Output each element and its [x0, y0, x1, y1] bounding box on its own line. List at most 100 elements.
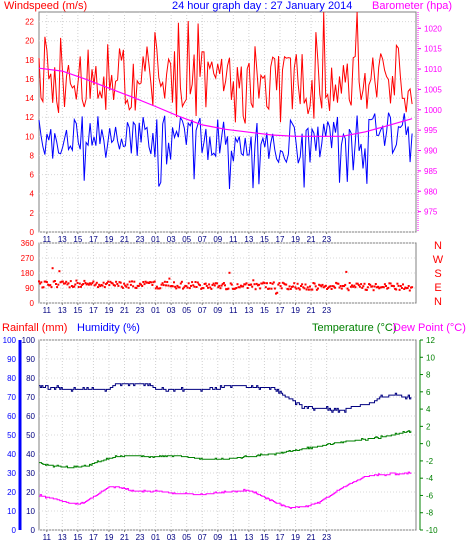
direction-point — [374, 283, 377, 285]
direction-point — [121, 286, 124, 289]
compass-label: E — [434, 282, 441, 294]
direction-point — [80, 285, 82, 288]
direction-point — [298, 288, 301, 291]
wind-time-axis: 11 13 15 17 19 21 23 01 03 05 07 09 11 13 15 17 19 21 23 — [43, 232, 332, 244]
direction-point — [310, 288, 313, 291]
direction-point — [297, 287, 300, 290]
direction-point — [227, 287, 230, 290]
direction-point — [94, 283, 97, 286]
direction-point — [196, 281, 199, 284]
barometer-tick-label: 990 — [424, 147, 438, 156]
direction-point — [38, 280, 40, 283]
x-tick-label: 17 — [89, 306, 98, 315]
direction-tick-label: 270 — [21, 254, 35, 263]
direction-point — [365, 289, 368, 291]
compass-label: N — [434, 296, 442, 308]
direction-point — [332, 285, 335, 288]
direction-point — [199, 284, 201, 287]
wind-tick-label: 22 — [25, 18, 34, 27]
direction-point — [315, 288, 318, 291]
direction-point — [74, 283, 77, 286]
direction-point — [137, 285, 140, 287]
direction-point — [138, 282, 141, 285]
direction-point — [157, 287, 160, 290]
direction-point — [324, 284, 327, 287]
x-tick-label: 13 — [58, 533, 67, 542]
direction-point — [253, 283, 256, 286]
direction-point — [144, 280, 147, 283]
direction-point — [201, 287, 204, 290]
direction-point — [322, 286, 325, 289]
direction-point — [103, 286, 106, 289]
x-tick-label: 23 — [322, 533, 331, 542]
direction-point — [214, 282, 217, 285]
x-tick-label: 01 — [151, 306, 160, 315]
direction-point — [366, 286, 369, 289]
direction-point — [349, 285, 352, 288]
direction-point — [383, 283, 386, 286]
direction-point — [261, 282, 264, 285]
x-tick-label: 21 — [120, 235, 129, 244]
direction-point — [101, 284, 104, 287]
direction-point — [341, 285, 344, 287]
x-tick-label: 19 — [105, 235, 114, 244]
direction-point — [77, 286, 80, 288]
direction-point — [86, 282, 89, 285]
x-tick-label: 17 — [276, 306, 285, 315]
direction-point — [319, 284, 322, 287]
direction-point — [301, 283, 304, 286]
x-tick-label: 23 — [136, 235, 145, 244]
wind-tick-label: 16 — [25, 75, 34, 84]
direction-point — [154, 287, 157, 290]
x-tick-label: 21 — [307, 235, 316, 244]
direction-point — [345, 270, 348, 273]
x-tick-label: 17 — [276, 533, 285, 542]
wind-tick-label: 6 — [30, 171, 35, 180]
direction-point — [329, 285, 332, 288]
direction-point — [91, 282, 94, 285]
direction-point — [290, 285, 293, 288]
x-tick-label: 13 — [244, 235, 253, 244]
direction-point — [118, 281, 121, 284]
direction-point — [238, 286, 241, 289]
direction-point — [174, 285, 177, 288]
direction-point — [67, 282, 70, 285]
direction-point — [363, 282, 366, 285]
direction-point — [141, 285, 144, 287]
wind-tick-label: 10 — [25, 132, 34, 141]
direction-panel-frame — [38, 242, 417, 304]
direction-point — [155, 285, 158, 288]
x-tick-label: 23 — [322, 235, 331, 244]
direction-point — [235, 287, 238, 289]
direction-point — [222, 282, 225, 284]
direction-point — [259, 287, 262, 290]
direction-point — [352, 285, 355, 288]
direction-point — [335, 281, 338, 284]
direction-point — [362, 285, 365, 288]
direction-point — [169, 285, 172, 288]
direction-point — [302, 286, 305, 289]
temperature-tick-label: 10 — [426, 353, 435, 362]
direction-point — [110, 281, 113, 284]
x-tick-label: 23 — [136, 306, 145, 315]
direction-point — [402, 283, 404, 286]
direction-point — [75, 279, 78, 282]
direction-point — [389, 282, 392, 285]
direction-point — [399, 285, 402, 287]
x-tick-label: 07 — [198, 235, 207, 244]
rainfall-tick-label: 80 — [7, 374, 16, 383]
direction-point — [252, 279, 255, 282]
temperature-line — [39, 430, 412, 469]
direction-point — [191, 281, 194, 284]
direction-point — [328, 285, 331, 288]
direction-panel-grid — [39, 242, 416, 304]
direction-point — [112, 284, 115, 287]
barometer-tick-label: 1015 — [424, 45, 442, 54]
direction-point — [295, 287, 298, 290]
x-tick-label: 11 — [229, 533, 238, 542]
direction-point — [208, 283, 211, 286]
direction-point — [242, 285, 245, 288]
direction-point — [250, 283, 253, 286]
x-tick-label: 15 — [260, 235, 269, 244]
